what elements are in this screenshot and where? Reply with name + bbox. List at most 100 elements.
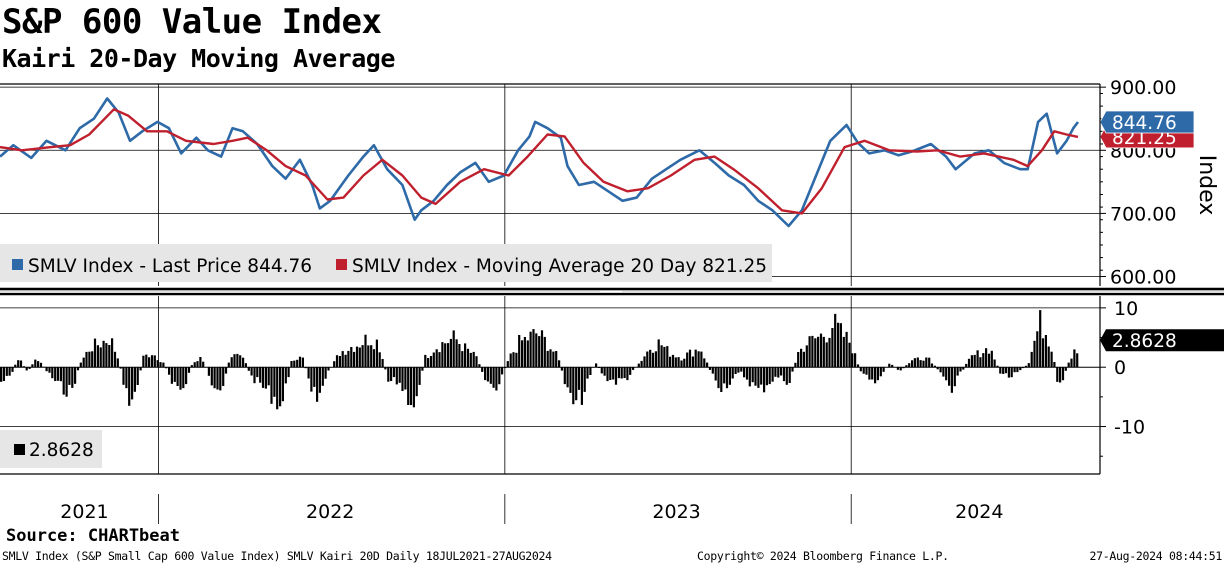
kairi-bar: [216, 367, 219, 390]
kairi-bar: [475, 356, 478, 368]
kairi-bar: [1050, 351, 1053, 368]
kairi-bar: [771, 367, 774, 382]
kairi-bar: [936, 367, 939, 370]
kairi-bar: [780, 367, 783, 376]
kairi-bar: [552, 351, 555, 368]
kairi-bar: [572, 367, 575, 405]
kairi-bar: [267, 367, 270, 386]
kairi-bar: [640, 360, 643, 368]
kairi-bar: [657, 339, 660, 368]
kairi-bar: [358, 347, 361, 368]
kairi-bar: [484, 367, 487, 381]
kairi-bar: [102, 340, 105, 368]
kairi-bar: [464, 343, 467, 368]
chart-subtitle: Kairi 20-Day Moving Average: [2, 44, 395, 73]
kairi-bar: [324, 367, 327, 379]
kairi-bar: [563, 367, 566, 385]
x-axis-year-label: 2021: [60, 501, 108, 523]
kairi-bar: [791, 367, 794, 372]
kairi-bar: [1036, 331, 1039, 368]
kairi-bar: [996, 365, 999, 368]
kairi-bar: [819, 333, 823, 368]
kairi-bar: [424, 354, 427, 368]
kairi-bar: [785, 367, 788, 385]
kairi-bar: [99, 347, 102, 368]
kairi-bar: [708, 367, 712, 370]
kairi-bar: [555, 351, 558, 368]
kairi-bar: [370, 345, 373, 368]
kairi-bar: [51, 367, 54, 379]
kairi-bar: [444, 343, 447, 368]
kairi-bar: [22, 366, 25, 368]
kairi-bar: [236, 353, 239, 368]
kairi-bar: [597, 367, 600, 368]
kairi-bar: [728, 367, 731, 385]
kairi-legend-swatch: [14, 444, 25, 455]
kairi-bar: [296, 359, 299, 368]
kairi-bar: [139, 367, 142, 371]
price-line: [0, 97, 1080, 228]
upper-legend-box: [0, 244, 772, 282]
kairi-bar: [452, 330, 455, 368]
kairi-bar: [521, 340, 524, 368]
kairi-bar: [136, 367, 139, 385]
kairi-bar: [432, 352, 435, 368]
kairi-bar: [922, 360, 925, 368]
kairi-bar: [962, 367, 965, 370]
kairi-bar: [970, 355, 973, 368]
kairi-bar: [930, 363, 934, 368]
footer-timestamp: 27-Aug-2024 08:44:51: [1089, 549, 1223, 563]
kairi-bar: [506, 361, 509, 368]
kairi-bar: [805, 345, 808, 368]
kairi-bar: [694, 349, 697, 368]
kairi-bar: [19, 360, 23, 368]
kairi-bar: [108, 345, 111, 368]
kairi-bar: [486, 367, 489, 382]
kairi-bar: [259, 367, 262, 383]
kairi-bar: [760, 367, 763, 385]
kairi-last-value-tag: 2.8628: [1100, 329, 1224, 352]
kairi-bar: [76, 367, 80, 371]
kairi-bar: [1067, 362, 1070, 368]
kairi-bar: [281, 367, 284, 402]
kairi-bar: [1027, 363, 1030, 368]
kairi-bar: [318, 367, 321, 393]
kairi-bar: [447, 343, 450, 368]
kairi-bar: [671, 354, 675, 368]
kairi-bar: [1059, 367, 1062, 383]
kairi-bar: [731, 367, 734, 379]
kairi-bar: [577, 367, 581, 390]
kairi-bar: [407, 367, 410, 405]
price-last-value-tag: 844.76: [1099, 110, 1195, 134]
kairi-bar: [290, 361, 293, 368]
kairi-bar: [199, 357, 202, 368]
kairi-bar: [976, 350, 979, 368]
kairi-bar: [720, 367, 723, 392]
kairi-bar: [999, 367, 1002, 374]
kairi-bar: [908, 363, 911, 368]
kairi-bar: [353, 351, 356, 368]
kairi-bar: [1007, 367, 1010, 378]
kairi-bar: [372, 349, 376, 368]
kairi-bar: [85, 351, 88, 368]
kairi-bar: [481, 367, 484, 372]
upper-y-axis-title: Index: [1194, 155, 1219, 216]
kairi-bar: [703, 358, 706, 368]
kairi-bar: [196, 361, 199, 368]
panel-divider[interactable]: [0, 287, 1224, 296]
kairi-bar: [316, 367, 319, 402]
kairi-bar: [145, 354, 148, 368]
kairi-bar: [247, 367, 250, 371]
kairi-bar: [364, 334, 367, 368]
kairi-bar: [1044, 335, 1047, 368]
kairi-bar: [723, 367, 726, 384]
kairi-bar: [264, 367, 267, 389]
kairi-bar: [91, 351, 94, 368]
kairi-bar: [2, 367, 5, 381]
kairi-bar: [711, 367, 714, 374]
kairi-bar: [37, 361, 40, 368]
kairi-bar: [222, 367, 225, 386]
kairi-bar: [418, 367, 421, 385]
kairi-bar: [632, 367, 635, 370]
kairi-bar: [219, 367, 222, 391]
